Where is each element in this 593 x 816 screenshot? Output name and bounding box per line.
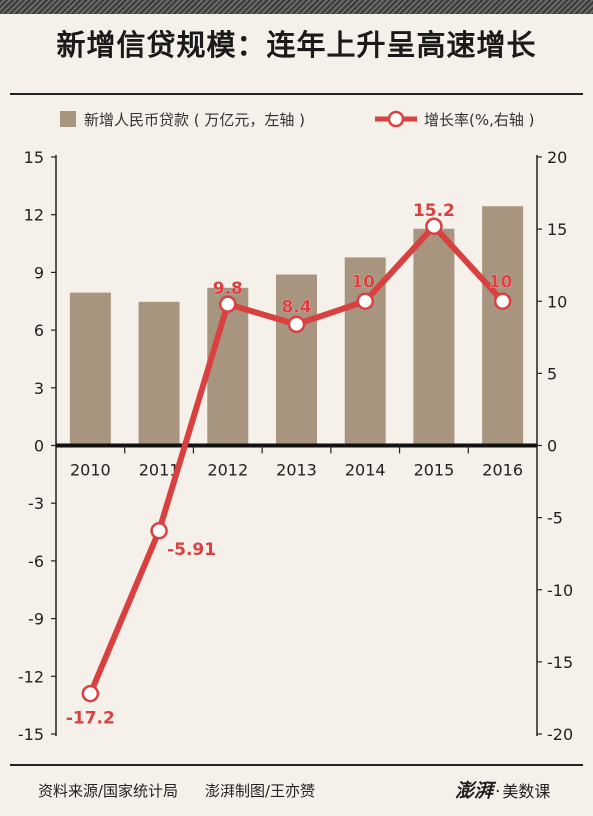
left-tick-label: -3 [28,494,44,513]
right-tick-label: 10 [547,292,567,311]
brand-logo: 澎湃 · 美数课 [455,776,550,803]
line-series: -17.2 -5.91 9.8 8.4 10 15.2 10 [66,201,513,729]
category-label-2015: 2015 [414,461,455,480]
left-tick-label: -9 [28,610,44,629]
legend-line-label: 增长率(%,右轴 ) [424,111,535,129]
left-tick-label: -12 [18,667,44,686]
left-tick-label: 3 [34,379,44,398]
left-tick-label: 6 [34,321,44,340]
logo-main-text: 澎湃 [455,780,494,802]
category-label-2014: 2014 [345,461,386,480]
footer-divider [10,764,583,766]
right-tick-label: 5 [547,364,557,383]
right-tick-label: 0 [547,437,557,456]
title-divider [10,93,583,95]
growth-label-2011: -5.91 [167,540,216,560]
chart-title: 新增信贷规模：连年上升呈高速增长 [56,28,537,62]
right-tick-label: -10 [547,581,573,600]
growth-label-2013: 8.4 [281,297,311,317]
category-label-2011: 2011 [139,461,180,480]
growth-point-2015 [425,217,443,235]
bar-series [69,206,524,446]
legend-bar-label: 新增人民币贷款 ( 万亿元，左轴 ) [84,111,305,129]
bar-2016 [482,206,524,446]
category-label-2012: 2012 [207,461,248,480]
legend-bar-swatch [60,111,76,127]
logo-sub-text: 美数课 [502,782,551,801]
growth-label-2012: 9.8 [213,279,243,299]
bar-2011 [138,301,180,446]
category-label-2016: 2016 [482,461,523,480]
left-tick-label: 15 [24,148,44,167]
right-tick-label: -20 [547,725,573,744]
growth-point-2010 [81,684,100,703]
growth-point-2011 [150,522,168,540]
left-tick-label: 9 [34,263,44,282]
category-label-2010: 2010 [70,461,111,480]
growth-point-2013 [287,315,306,334]
growth-label-2014: 10 [351,272,375,292]
right-tick-label: 15 [547,220,567,239]
category-label-2013: 2013 [276,461,317,480]
left-tick-label: -15 [18,725,44,744]
left-tick-label: 0 [34,437,44,456]
right-tick-label: 20 [547,148,567,167]
legend: 新增人民币贷款 ( 万亿元，左轴 ) 增长率(%,右轴 ) [60,110,535,129]
growth-label-2015: 15.2 [413,201,455,221]
bar-2013 [276,274,317,446]
header-texture-bar [0,0,593,14]
source-note: 资料来源/国家统计局 [38,782,179,800]
right-tick-label: -5 [547,509,563,528]
bar-2010 [69,292,111,446]
right-tick-label: -15 [547,653,573,672]
credit-note: 澎湃制图/王亦赟 [205,782,316,800]
growth-point-2012 [219,295,237,313]
left-tick-label: 12 [24,206,44,225]
growth-label-2016: 10 [489,272,513,292]
left-tick-label: -6 [28,552,44,571]
legend-line-marker [387,110,405,128]
growth-point-2014 [356,292,374,310]
growth-label-2010: -17.2 [66,709,115,729]
growth-point-2016 [493,292,512,310]
bar-2015 [413,228,455,446]
chart-axes: 15129630-3-6-9-12-1520151050-5-10-15-202… [18,148,573,744]
logo-dot: · [495,782,501,802]
